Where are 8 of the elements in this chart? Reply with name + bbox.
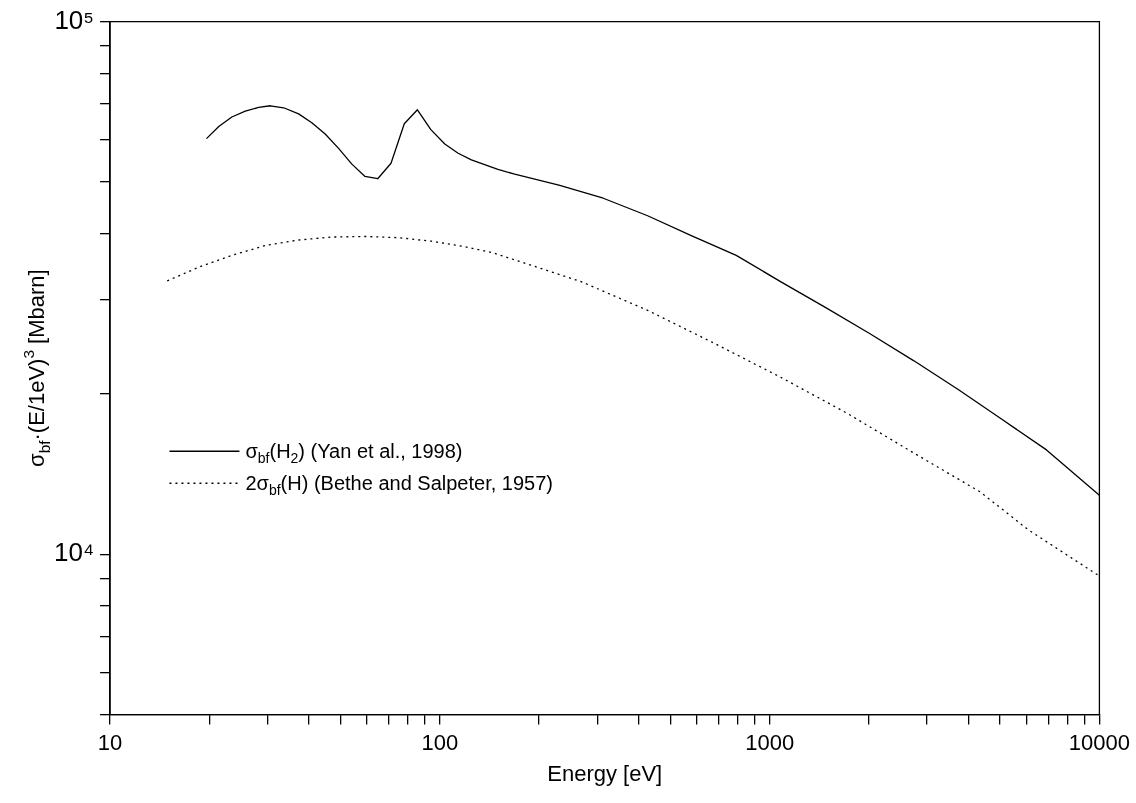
x-tick-label: 1000 xyxy=(745,729,795,755)
x-tick-label: 10 xyxy=(97,729,123,755)
y-tick-label: 10⁵ xyxy=(54,4,95,35)
x-tick-label: 10000 xyxy=(1068,729,1131,755)
y-axis-title: σbf·(E/1eV)3 [Mbarn] xyxy=(20,269,53,467)
x-tick-label: 100 xyxy=(421,729,459,755)
y-tick-label: 10⁴ xyxy=(54,537,95,568)
x-axis-title: Energy [eV] xyxy=(547,760,663,786)
